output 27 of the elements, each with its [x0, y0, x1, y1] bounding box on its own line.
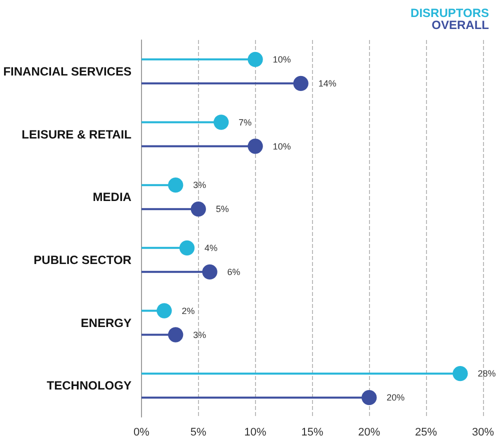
data-label: 7%	[238, 117, 252, 128]
y-tick-label: LEISURE & RETAIL	[22, 127, 132, 142]
y-tick-label: FINANCIAL SERVICES	[3, 64, 132, 78]
data-label: 5%	[216, 204, 229, 214]
data-label: 10%	[272, 54, 291, 64]
y-tick-label: PUBLIC SECTOR	[34, 252, 132, 267]
data-label: 20%	[386, 392, 405, 403]
y-tick-label: ENERGY	[80, 316, 132, 330]
text: DISRUPTORS	[410, 6, 489, 20]
x-tick-label: 10%	[244, 426, 267, 438]
x-tick-label: 5%	[190, 426, 207, 438]
text: OVERALL	[432, 18, 489, 32]
data-label: 2%	[182, 306, 195, 316]
data-label: 3%	[193, 330, 206, 340]
x-tick-label: 0%	[134, 426, 150, 438]
data-label: 10%	[272, 141, 291, 152]
data-label: 14%	[318, 78, 336, 88]
data-label: 28%	[478, 368, 496, 379]
data-label: 4%	[204, 242, 218, 253]
data-label: 3%	[193, 180, 206, 190]
x-tick-label: 25%	[415, 426, 438, 438]
x-tick-label: 20%	[358, 426, 380, 438]
y-tick-label: MEDIA	[92, 190, 132, 204]
x-tick-label: 15%	[301, 426, 324, 438]
y-tick-label: TECHNOLOGY	[46, 378, 132, 393]
x-tick-label: 30%	[472, 426, 494, 438]
data-label: 6%	[227, 266, 240, 277]
